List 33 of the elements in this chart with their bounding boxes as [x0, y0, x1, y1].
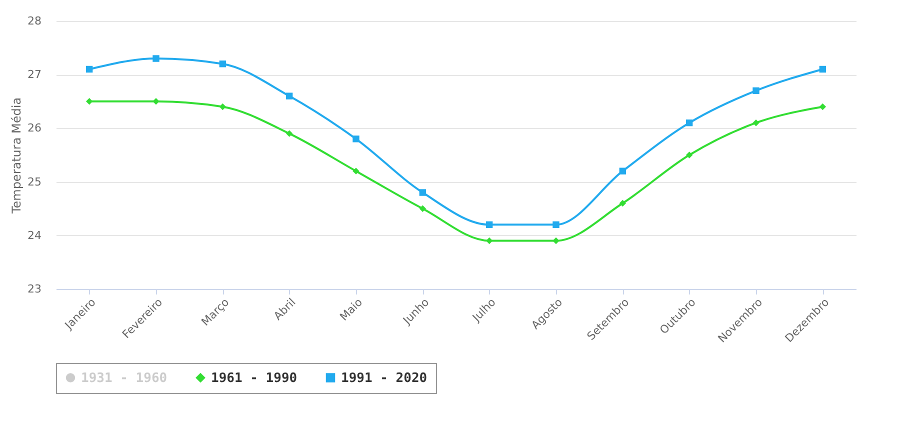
point: [152, 55, 160, 62]
point: [352, 136, 360, 142]
point: [686, 119, 693, 126]
point: [286, 92, 293, 100]
y-tick-label: 24: [28, 228, 42, 242]
legend-label: 1961 - 1990: [211, 370, 298, 386]
point: [752, 119, 760, 126]
point: [86, 66, 93, 73]
point: [552, 221, 560, 228]
point: [419, 189, 426, 196]
y-tick-label: 25: [28, 175, 42, 188]
point: [552, 237, 560, 244]
point: [152, 98, 160, 105]
y-tick-label: 28: [28, 14, 42, 28]
point: [286, 130, 293, 137]
legend-label: 1991 - 2020: [341, 370, 428, 386]
point: [819, 103, 826, 110]
point: [219, 103, 226, 110]
y-axis-title: Temperatura Média: [10, 97, 24, 215]
point: [86, 98, 93, 105]
y-tick-label: 23: [28, 282, 42, 296]
point: [819, 66, 826, 73]
point: [486, 221, 493, 228]
point: [486, 237, 493, 244]
point: [752, 87, 760, 94]
y-tick-label: 27: [28, 68, 42, 82]
point: [619, 200, 626, 207]
point: [619, 168, 626, 174]
point: [419, 205, 426, 212]
point: [686, 152, 693, 158]
point: [352, 168, 360, 174]
y-tick-label: 26: [28, 122, 42, 135]
point: [219, 60, 226, 68]
